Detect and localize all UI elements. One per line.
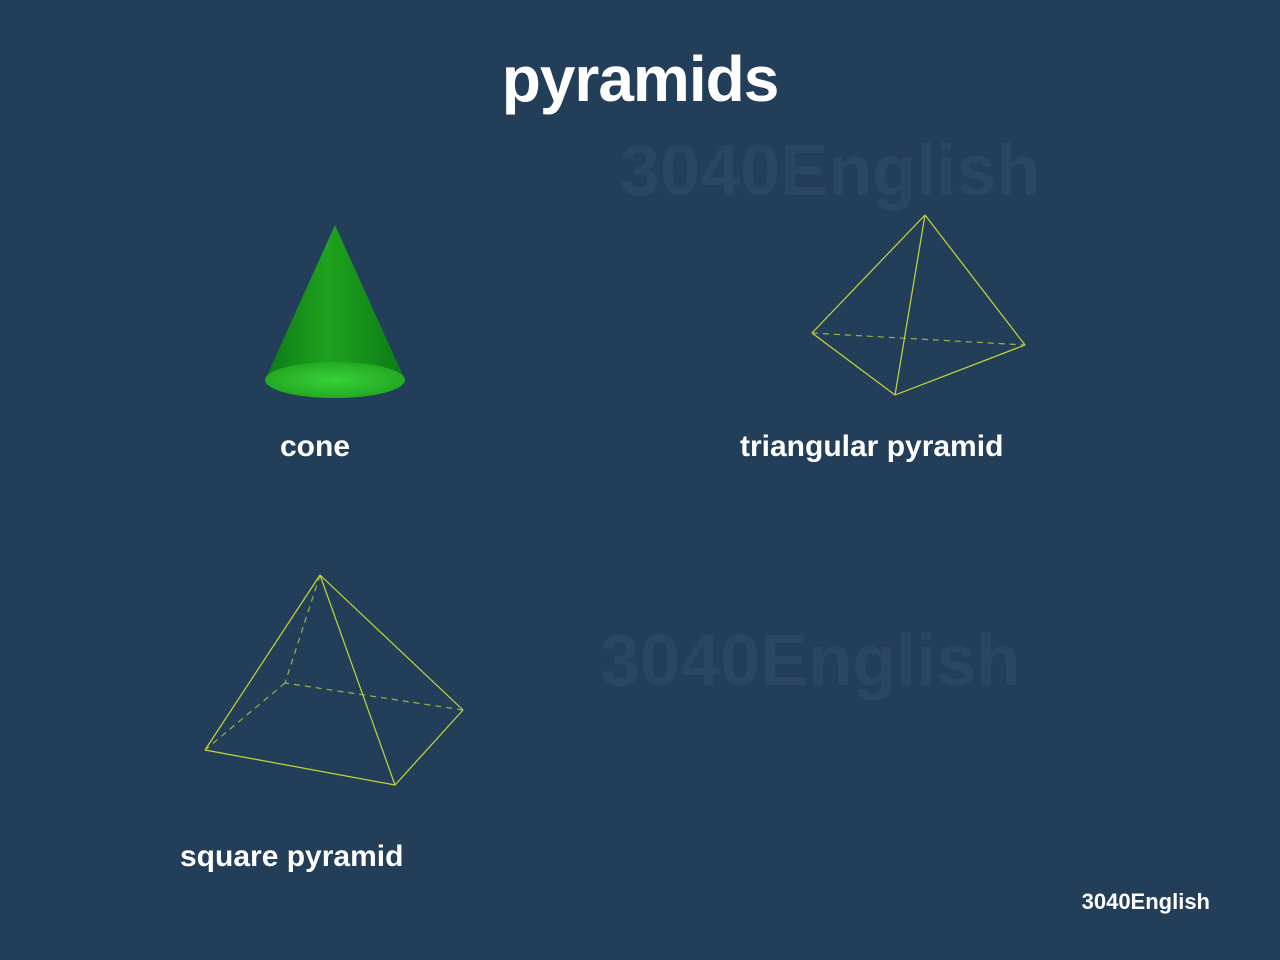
infographic-canvas: 3040English 3040English pyramids cone tr… [0, 0, 1280, 960]
triangular-pyramid-shape [800, 215, 1030, 405]
watermark-2: 3040English [600, 620, 1020, 702]
page-title: pyramids [0, 42, 1280, 116]
credit-text: 3040English [1082, 889, 1210, 915]
triangular-pyramid-label: triangular pyramid [740, 430, 1003, 464]
square-pyramid-label: square pyramid [180, 840, 403, 874]
square-pyramid-shape [195, 575, 475, 815]
watermark-1: 3040English [620, 130, 1040, 212]
cone-shape [250, 225, 420, 405]
cone-label: cone [280, 430, 350, 464]
